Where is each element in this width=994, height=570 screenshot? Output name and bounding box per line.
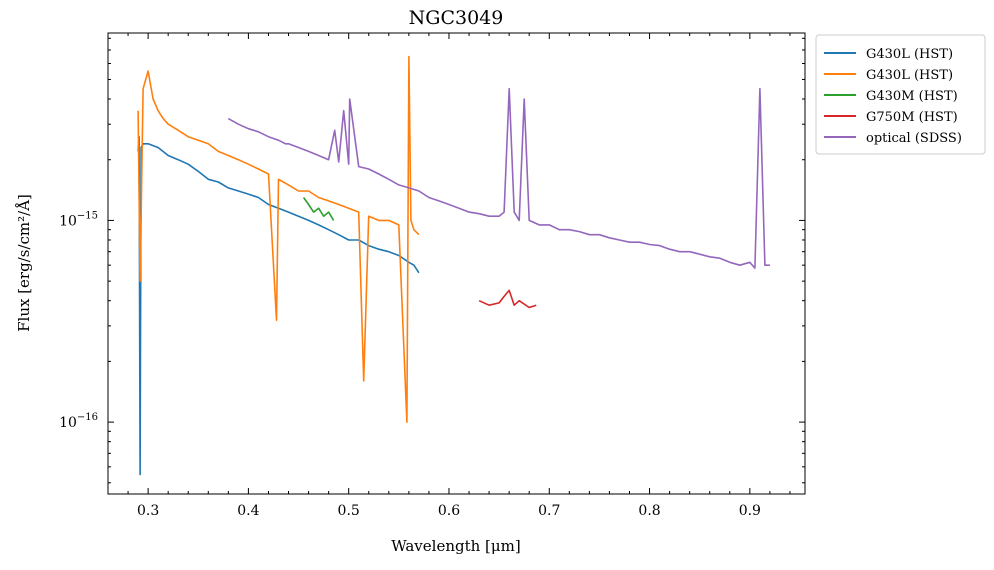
legend-entry-label: G430L (HST) bbox=[866, 68, 953, 83]
x-axis-label: Wavelength [μm] bbox=[391, 537, 520, 555]
y-tick-label: 10−15 bbox=[59, 210, 98, 229]
tick-layer: 0.3 0.4 0.5 0.6 0.7 0.8 0.9 10−16 10−15 bbox=[59, 33, 805, 519]
y-axis-label: Flux [erg/s/cm²/Å] bbox=[15, 194, 33, 332]
series-line-3 bbox=[302, 197, 335, 221]
series-line-1 bbox=[137, 135, 420, 476]
x-tick-label: 0.4 bbox=[237, 503, 259, 519]
legend-box bbox=[815, 34, 986, 155]
legend: G430L (HST) G430L (HST) G430M (HST) G750M (… bbox=[815, 34, 986, 155]
x-tick-label: 0.8 bbox=[638, 503, 660, 519]
x-tick-label: 0.3 bbox=[137, 503, 159, 519]
legend-entry-label: G430L (HST) bbox=[866, 47, 953, 62]
legend-entry-label: G430M (HST) bbox=[866, 89, 958, 104]
chart-title: NGC3049 bbox=[409, 7, 504, 29]
series-line-2 bbox=[137, 55, 420, 423]
legend-entry-label: optical (SDSS) bbox=[866, 131, 962, 146]
series-line-4 bbox=[478, 289, 537, 309]
plot-frame bbox=[107, 32, 806, 495]
x-tick-label: 0.5 bbox=[338, 503, 360, 519]
series-layer bbox=[137, 55, 770, 476]
legend-entry-label: G750M (HST) bbox=[866, 110, 958, 125]
x-tick-label: 0.9 bbox=[739, 503, 761, 519]
series-line-5 bbox=[227, 87, 770, 269]
y-tick-label: 10−16 bbox=[59, 412, 98, 431]
x-tick-label: 0.6 bbox=[438, 503, 460, 519]
x-tick-label: 0.7 bbox=[538, 503, 560, 519]
